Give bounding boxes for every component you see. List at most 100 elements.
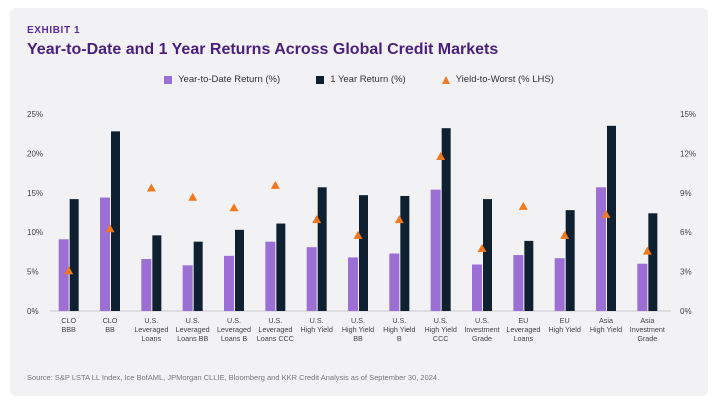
bar-ytd-return: [265, 241, 276, 311]
y-left-tick-label: 5%: [27, 268, 39, 277]
bar-1yr-return: [441, 128, 451, 311]
legend-item-ytd: Year-to-Date Return (%): [164, 74, 280, 85]
bar-1yr-return: [648, 213, 658, 311]
x-tick-label: Investment: [464, 325, 499, 334]
y-right-tick-label: 12%: [680, 149, 696, 158]
x-tick-label: Loans BB: [177, 334, 208, 343]
bar-ytd-return: [306, 247, 317, 311]
x-tick-label: CCC: [433, 334, 449, 343]
legend-item-1yr: 1 Year Return (%): [316, 74, 406, 85]
y-right-tick-label: 0%: [680, 307, 692, 316]
ytw-triangle-marker: [312, 215, 322, 224]
x-tick-label: Asia: [640, 316, 654, 325]
ytw-triangle-marker: [353, 230, 363, 239]
ytw-triangle-marker: [146, 183, 156, 192]
bar-ytd-return: [596, 187, 606, 311]
ytw-triangle-marker: [477, 243, 487, 252]
x-tick-label: Leveraged: [176, 325, 210, 334]
x-tick-label: U.S.: [144, 316, 158, 325]
x-tick-label: U.S.: [475, 316, 489, 325]
bar-1yr-return: [193, 241, 203, 311]
x-tick-label: High Yield: [590, 325, 622, 334]
x-tick-label: U.S.: [392, 316, 406, 325]
ytw-triangle-marker: [188, 192, 198, 201]
y-left-tick-label: 10%: [27, 228, 43, 237]
x-tick-label: High Yield: [300, 325, 332, 334]
chart-legend: Year-to-Date Return (%) 1 Year Return (%…: [0, 74, 718, 85]
x-tick-label: EU: [518, 316, 528, 325]
x-tick-label: Loans: [142, 334, 162, 343]
bar-ytd-return: [141, 258, 152, 311]
x-tick-label: U.S.: [186, 316, 200, 325]
bar-1yr-return: [111, 131, 120, 311]
x-tick-label: BB: [353, 334, 363, 343]
bar-1yr-return: [152, 235, 162, 311]
x-tick-label: CLO: [103, 316, 118, 325]
legend-label-1yr: 1 Year Return (%): [330, 74, 406, 85]
x-tick-label: U.S.: [227, 316, 241, 325]
x-tick-label: U.S.: [310, 316, 324, 325]
y-left-tick-label: 0%: [27, 307, 39, 316]
legend-swatch-ytw-triangle: [441, 75, 450, 84]
x-tick-label: Loans CCC: [257, 334, 294, 343]
x-tick-label: Investment: [630, 325, 665, 334]
y-right-tick-label: 9%: [680, 189, 692, 198]
bar-1yr-return: [317, 187, 327, 311]
bar-ytd-return: [348, 257, 358, 311]
x-tick-label: Asia: [599, 316, 613, 325]
y-left-tick-label: 20%: [27, 149, 43, 158]
y-right-tick-label: 3%: [680, 268, 692, 277]
bar-1yr-return: [524, 240, 534, 311]
x-tick-label: B: [397, 334, 402, 343]
bar-1yr-return: [359, 195, 368, 311]
x-tick-label: Grade: [472, 334, 492, 343]
x-tick-label: Leveraged: [134, 325, 168, 334]
x-tick-label: Leveraged: [506, 325, 540, 334]
ytw-triangle-marker: [518, 201, 528, 210]
bar-ytd-return: [513, 255, 524, 311]
bar-ytd-return: [554, 258, 565, 311]
bar-1yr-return: [235, 229, 244, 311]
x-tick-label: EU: [560, 316, 570, 325]
x-tick-label: BBB: [61, 325, 76, 334]
bar-ytd-return: [58, 239, 69, 311]
ytw-triangle-marker: [394, 215, 404, 224]
ytw-triangle-marker: [229, 203, 239, 212]
bar-ytd-return: [472, 264, 482, 311]
y-right-tick-label: 15%: [680, 110, 696, 119]
ytw-triangle-marker: [560, 230, 570, 239]
bar-ytd-return: [100, 197, 110, 311]
x-tick-label: Leveraged: [258, 325, 292, 334]
ytw-triangle-marker: [270, 180, 280, 189]
exhibit-label: EXHIBIT 1: [27, 25, 81, 36]
x-tick-label: U.S.: [434, 316, 448, 325]
y-left-tick-label: 15%: [27, 189, 43, 198]
x-tick-label: High Yield: [383, 325, 415, 334]
x-tick-label: High Yield: [342, 325, 374, 334]
bar-1yr-return: [400, 195, 410, 311]
bar-1yr-return: [276, 223, 286, 311]
x-tick-label: BB: [105, 325, 115, 334]
y-right-tick-label: 6%: [680, 228, 692, 237]
bar-1yr-return: [483, 199, 492, 311]
x-tick-label: Loans: [514, 334, 534, 343]
x-tick-label: High Yield: [424, 325, 456, 334]
bar-ytd-return: [224, 255, 234, 311]
ytw-triangle-marker: [105, 224, 115, 233]
bar-1yr-return: [565, 210, 575, 311]
bar-ytd-return: [430, 189, 441, 311]
ytw-triangle-marker: [642, 246, 652, 255]
legend-swatch-ytd: [164, 75, 173, 84]
x-tick-label: Loans B: [221, 334, 248, 343]
x-tick-label: U.S.: [268, 316, 282, 325]
x-tick-label: CLO: [61, 316, 76, 325]
bar-1yr-return: [69, 199, 79, 311]
chart-title: Year-to-Date and 1 Year Returns Across G…: [27, 41, 499, 58]
bar-ytd-return: [182, 265, 193, 311]
x-tick-label: Leveraged: [217, 325, 251, 334]
x-tick-label: High Yield: [548, 325, 580, 334]
x-tick-label: Grade: [637, 334, 657, 343]
ytw-triangle-marker: [601, 209, 611, 218]
source-note: Source: S&P LSTA LL Index, Ice BofAML, J…: [27, 373, 440, 382]
